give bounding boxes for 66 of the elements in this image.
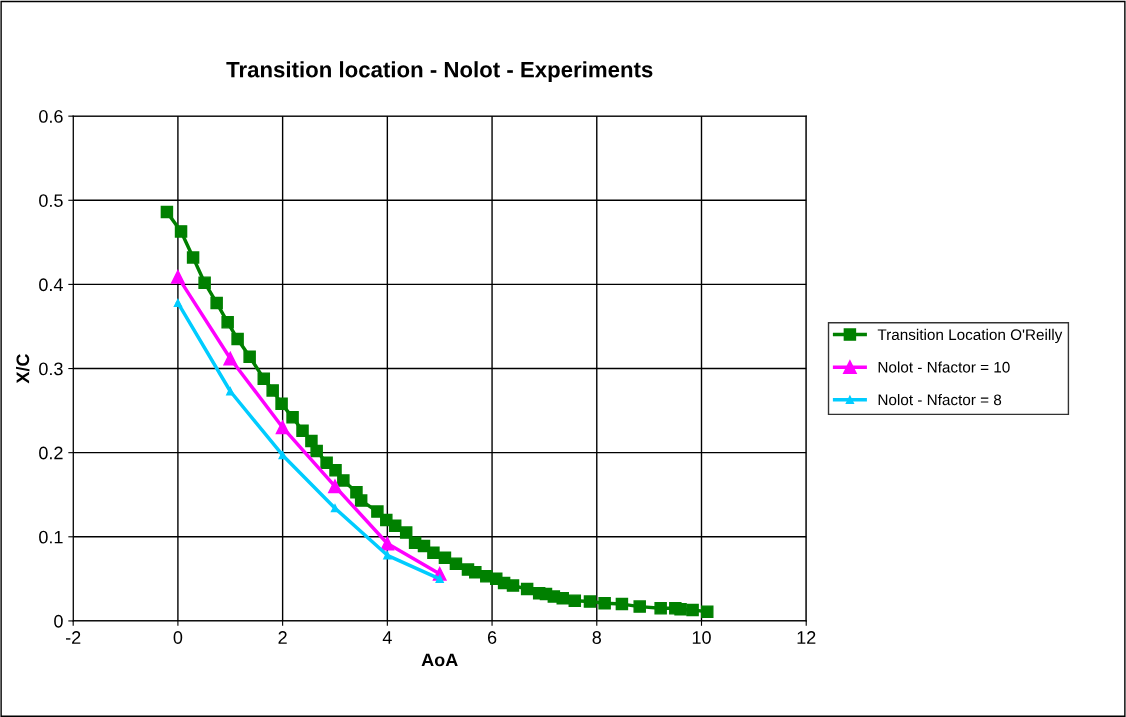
point (226, 387, 235, 396)
legend-label: Transition Location O'Reilly (877, 328, 1063, 344)
point (371, 505, 384, 518)
point (654, 602, 667, 615)
point (296, 424, 309, 438)
y-axis-title: X/C (15, 353, 30, 384)
point (223, 351, 238, 366)
y-tick-label: 0.5 (39, 194, 63, 207)
point (701, 605, 714, 618)
point (583, 595, 597, 608)
point (278, 451, 287, 460)
point (310, 444, 323, 458)
point (556, 591, 569, 605)
point (674, 602, 687, 616)
x-tick-label: 6 (487, 631, 497, 644)
y-tick-label: 0.1 (39, 530, 63, 544)
x-tick-label: 12 (797, 631, 816, 644)
point (337, 474, 350, 487)
point (231, 332, 244, 346)
point (329, 464, 342, 477)
point (449, 557, 463, 570)
chart-title: Transition location - Nolot - Experiments (226, 61, 653, 82)
point (257, 372, 271, 385)
point (243, 350, 256, 364)
point (286, 411, 299, 424)
point (275, 397, 288, 411)
legend-label: Nolot - Nfactor = 10 (878, 361, 1010, 373)
point (615, 597, 629, 611)
point (198, 276, 211, 289)
point (173, 298, 183, 308)
legend-label: Nolot - Nfactor = 8 (878, 393, 1002, 406)
point (520, 582, 534, 596)
point (469, 565, 482, 579)
point (506, 579, 520, 592)
point (598, 597, 611, 610)
point (399, 526, 413, 539)
point (275, 420, 290, 435)
x-tick-label: 4 (382, 631, 392, 644)
y-tick-label: 0.2 (39, 446, 63, 460)
point (210, 296, 223, 310)
point (186, 251, 200, 264)
point (633, 600, 646, 613)
point (568, 594, 582, 607)
x-tick-label: -2 (65, 631, 81, 644)
x-tick-label: 10 (692, 631, 711, 644)
y-tick-label: 0 (54, 614, 63, 628)
x-tick-label: 2 (278, 631, 287, 644)
point (686, 603, 699, 617)
point (435, 574, 444, 584)
point (174, 225, 188, 238)
point (328, 479, 342, 494)
y-tick-label: 0.4 (39, 278, 63, 292)
point (388, 519, 402, 533)
point (383, 551, 392, 560)
point (427, 546, 440, 560)
point (354, 494, 368, 507)
point (266, 384, 279, 397)
point (380, 536, 395, 551)
y-tick-label: 0.6 (39, 110, 63, 123)
point (160, 205, 174, 219)
x-axis-title: AoA (421, 653, 458, 667)
point (170, 269, 185, 284)
point (221, 316, 234, 329)
x-tick-label: 0 (173, 631, 183, 644)
x-tick-label: 8 (592, 631, 602, 644)
y-tick-label: 0.3 (39, 362, 63, 376)
